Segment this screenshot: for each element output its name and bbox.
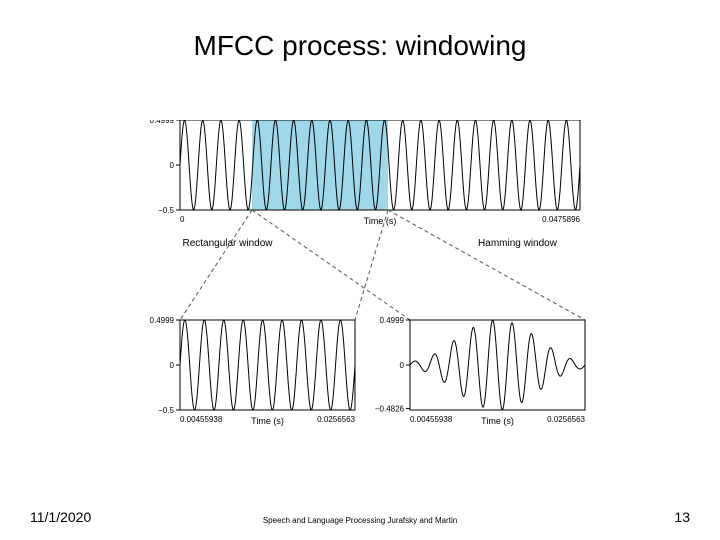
svg-text:Time (s): Time (s) — [481, 416, 514, 426]
svg-text:Time (s): Time (s) — [364, 216, 397, 226]
svg-text:0: 0 — [180, 215, 185, 224]
footer-page: 13 — [674, 509, 690, 525]
svg-text:0.0256563: 0.0256563 — [547, 415, 585, 424]
chart-area: 0.49990−0.500.0475896Time (s)Rectangular… — [120, 120, 600, 440]
footer-attribution: Speech and Language Processing Jurafsky … — [0, 516, 720, 525]
svg-text:0: 0 — [170, 361, 175, 370]
svg-text:0.4999: 0.4999 — [380, 316, 405, 325]
svg-text:−0.4826: −0.4826 — [375, 404, 405, 413]
chart-svg: 0.49990−0.500.0475896Time (s)Rectangular… — [120, 120, 600, 440]
svg-text:−0.5: −0.5 — [158, 406, 174, 415]
svg-text:Time (s): Time (s) — [251, 416, 284, 426]
slide-title: MFCC process: windowing — [0, 30, 720, 62]
svg-text:0.0256563: 0.0256563 — [317, 415, 355, 424]
svg-text:0.00455938: 0.00455938 — [180, 415, 223, 424]
svg-text:0.00455938: 0.00455938 — [410, 415, 453, 424]
svg-text:0.0475896: 0.0475896 — [542, 215, 580, 224]
svg-text:0.4999: 0.4999 — [150, 120, 175, 125]
svg-text:Hamming window: Hamming window — [478, 238, 558, 249]
svg-text:0.4999: 0.4999 — [150, 316, 175, 325]
svg-text:−0.5: −0.5 — [158, 206, 174, 215]
svg-text:0: 0 — [400, 361, 405, 370]
slide: MFCC process: windowing 0.4999 0 −0.5 0 0.04… — [0, 0, 720, 540]
svg-text:0: 0 — [170, 161, 175, 170]
